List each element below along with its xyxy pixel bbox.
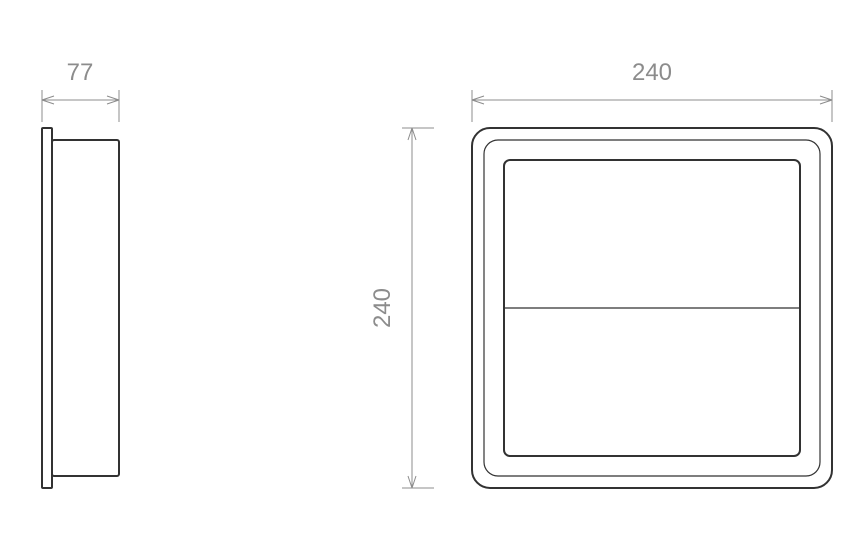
dim-width-label: 240 [632,59,672,86]
dim-height-label: 240 [369,288,396,328]
technical-drawing: 77 240 240 [0,0,856,540]
side-body [52,140,119,476]
side-flange [42,128,52,488]
dim-depth-label: 77 [67,59,94,86]
dim-width: 240 [472,59,832,122]
front-view [472,128,832,488]
dim-height: 240 [369,128,434,488]
side-view [42,128,119,488]
dim-depth: 77 [42,59,119,122]
